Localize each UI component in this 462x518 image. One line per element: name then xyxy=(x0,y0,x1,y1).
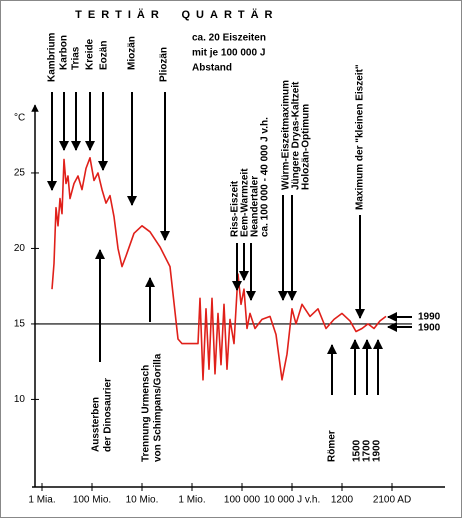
annotation: von Schimpans/Gorilla xyxy=(153,353,164,462)
annotation: Eozän xyxy=(99,41,110,70)
x-tick-label: 10 Mio. xyxy=(126,495,159,506)
annotation: 1700 xyxy=(362,439,373,462)
annotation: QUARTÄR xyxy=(182,8,279,21)
annotation: Kambrium xyxy=(47,32,58,82)
annotation: Maximum der "kleinen Eiszeit" xyxy=(355,64,366,210)
annotation: Pliozän xyxy=(159,47,170,82)
annotation: 1900 xyxy=(372,439,383,462)
annotation: Kreide xyxy=(85,38,96,70)
annotation: Holozän-Optimum xyxy=(301,104,312,190)
annotation: der Dinosaurier xyxy=(103,378,114,452)
annotation: ca. 100 000 - 40 000 J v.h. xyxy=(260,117,271,237)
annotation: Aussterben xyxy=(91,397,102,452)
annotation: Jüngere Dryas-Kaltzeit xyxy=(291,81,302,190)
annotation: TERTIÄR xyxy=(75,8,165,21)
annotation: Neandertaler xyxy=(250,176,261,237)
annotation: Eem-Warmzeit xyxy=(240,168,251,237)
annotation: Römer xyxy=(327,430,338,462)
annotation: Miozän xyxy=(127,36,138,70)
y-unit: °C xyxy=(14,113,25,124)
annotation: mit je 100 000 J xyxy=(192,48,265,59)
x-tick-label: 1 Mia. xyxy=(28,495,55,506)
x-tick-label: 1200 xyxy=(331,495,354,506)
x-tick-label: 100 Mio. xyxy=(73,495,111,506)
annotation: Trias xyxy=(71,46,82,70)
x-tick-label: 2100 AD xyxy=(373,495,411,506)
x-tick-label: 1 Mio. xyxy=(178,495,205,506)
annotation: ca. 20 Eiszeiten xyxy=(192,33,266,44)
annotation: Karbon xyxy=(59,35,70,70)
annotation: Trennung Urmensch xyxy=(141,365,152,462)
temperature-line xyxy=(51,157,387,381)
y-tick-label: 25 xyxy=(14,168,26,179)
y-tick-label: 15 xyxy=(14,319,26,330)
y-tick-label: 10 xyxy=(14,394,26,405)
annotation: Würm-Eiszeitmaximum xyxy=(281,80,292,190)
annotation: Abstand xyxy=(192,63,232,74)
x-tick-label: 100 000 xyxy=(224,495,261,506)
annotation: 1900 xyxy=(418,323,441,334)
annotation: 1500 xyxy=(352,439,363,462)
annotation: 1990 xyxy=(418,312,441,323)
y-tick-label: 20 xyxy=(14,243,26,254)
annotation: Riss-Eiszeit xyxy=(230,180,241,237)
x-tick-label: 10 000 J v.h. xyxy=(264,495,321,506)
